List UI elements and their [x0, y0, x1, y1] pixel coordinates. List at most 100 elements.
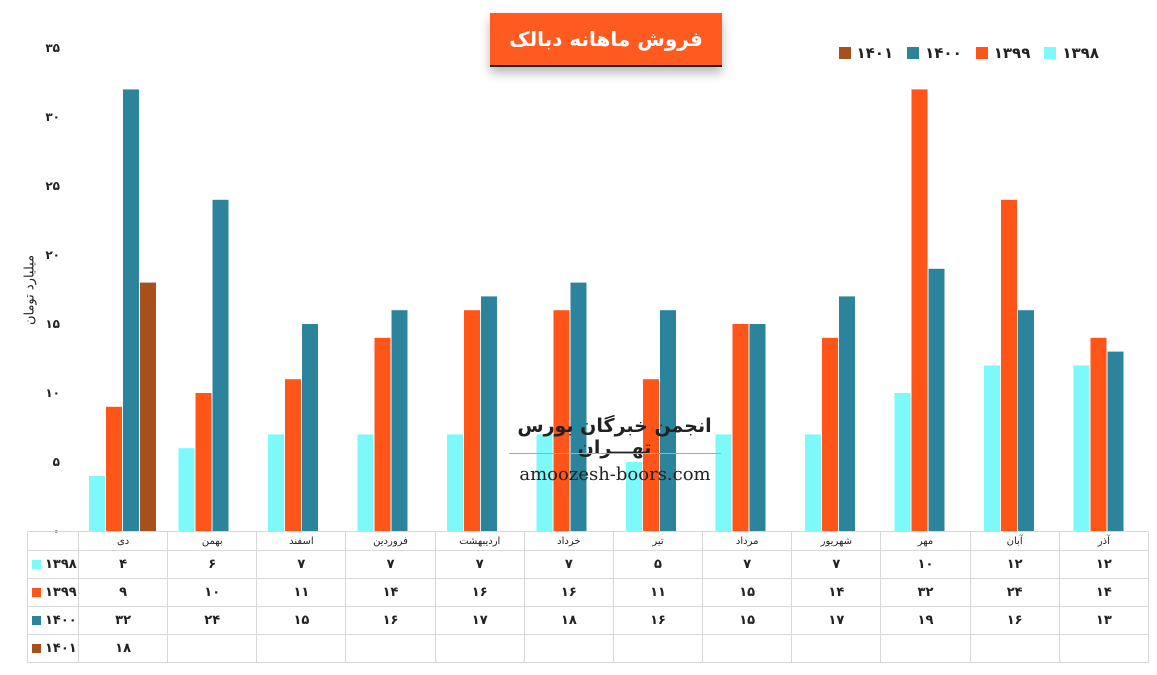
legend-item-1398: ۱۳۹۸: [1044, 44, 1099, 62]
table-cell: ۱۸: [523, 606, 614, 635]
table-cell: ۱۴: [1058, 578, 1150, 607]
table-cell: ۱۲: [1058, 550, 1150, 579]
series-swatch: [32, 588, 41, 597]
data-table: دی بهمن اسفند فروردین اردیبهشت خرداد تیر مرداد ش…: [27, 531, 1150, 663]
bar: [1090, 337, 1107, 531]
table-cell: ۳۲: [77, 606, 169, 635]
table-cell: ۱۹: [880, 606, 971, 635]
chart-title-box: فروش ماهانه دبالک: [490, 13, 722, 67]
bar: [447, 434, 463, 531]
table-cell: ۱۰: [880, 550, 971, 579]
bar: [911, 89, 928, 532]
legend-label: ۱۳۹۹: [993, 44, 1031, 62]
series-swatch: [32, 644, 41, 653]
series-row-label: ۱۴۰۰: [27, 606, 79, 635]
table-cell: ۷: [702, 550, 793, 579]
bar: [481, 296, 497, 531]
category-label: اسفند: [256, 531, 347, 551]
category-label: بهمن: [167, 531, 258, 551]
series-swatch: [32, 560, 41, 569]
table-cell: [256, 634, 347, 663]
table-cell: ۱۶: [345, 606, 436, 635]
legend-label: ۱۴۰۰: [925, 44, 962, 62]
bar: [1001, 199, 1017, 532]
table-cell: ۶: [167, 550, 258, 579]
table-cell: ۱۳: [1058, 606, 1150, 635]
y-tick-label: ۳۰: [45, 110, 60, 124]
y-tick-label: ۳۵: [45, 41, 60, 55]
legend-swatch: [907, 47, 920, 59]
table-cell: [523, 634, 614, 663]
bar: [302, 324, 318, 531]
y-tick-label: ۲۵: [45, 179, 60, 193]
y-tick-label: ۵: [53, 455, 60, 469]
bar: [106, 406, 122, 531]
table-cell: ۱۰: [167, 578, 258, 607]
bar: [89, 475, 105, 531]
table-cell: ۱۴: [791, 578, 882, 607]
bar: [285, 379, 301, 531]
table-cell: ۷: [434, 550, 525, 579]
bar: [984, 365, 1000, 531]
table-cell: [167, 634, 258, 663]
legend-swatch: [838, 47, 851, 59]
legend-item-1400: ۱۴۰۰: [907, 44, 962, 62]
table-row: ۱۴۰۱ ۱۸: [27, 634, 1150, 663]
table-cell: [345, 634, 436, 663]
bar: [1018, 310, 1034, 531]
table-cell: ۱۴: [345, 578, 436, 607]
bar: [464, 310, 480, 531]
bar: [626, 462, 642, 531]
bar: [749, 324, 766, 531]
bar: [570, 282, 587, 531]
table-cell: ۷: [256, 550, 347, 579]
bar: [195, 393, 212, 531]
table-cell: ۱۶: [969, 606, 1060, 635]
chart-title: فروش ماهانه دبالک: [509, 27, 703, 51]
table-cell: ۳۲: [880, 578, 971, 607]
table-cell: [1058, 634, 1150, 663]
legend-swatch: [975, 47, 988, 59]
table-corner: [27, 531, 79, 551]
category-label: آذر: [1058, 531, 1150, 551]
table-cell: ۱۸: [77, 634, 169, 663]
bar: [391, 310, 408, 531]
legend: ۱۳۹۸ ۱۳۹۹ ۱۴۰۰ ۱۴۰۱: [838, 44, 1099, 62]
series-name: ۱۳۹۹: [45, 585, 77, 600]
category-label: خرداد: [523, 531, 614, 551]
table-cell: ۷: [345, 550, 436, 579]
table-cell: ۷: [523, 550, 614, 579]
table-row: ۱۳۹۹ ۹ ۱۰ ۱۱ ۱۴ ۱۶ ۱۶ ۱۱ ۱۵ ۱۴ ۳۲ ۲۴ ۱۴: [27, 578, 1150, 607]
table-cell: ۴: [77, 550, 169, 579]
table-cell: [791, 634, 882, 663]
category-label: اردیبهشت: [434, 531, 525, 551]
category-label: مهر: [880, 531, 971, 551]
table-cell: ۱۶: [434, 578, 525, 607]
category-label: فروردین: [345, 531, 436, 551]
bar: [123, 89, 139, 532]
bar: [536, 434, 553, 531]
bar: [357, 434, 374, 531]
table-cell: ۱۱: [256, 578, 347, 607]
table-cell: ۱۷: [791, 606, 882, 635]
series-row-label: ۱۳۹۹: [27, 578, 79, 607]
bar: [1107, 351, 1124, 531]
table-cell: ۵: [612, 550, 704, 579]
bar: [1073, 365, 1090, 531]
table-cell: [880, 634, 971, 663]
bar: [839, 296, 855, 531]
bar: [374, 337, 391, 531]
y-tick-label: ۱۰: [45, 386, 60, 400]
table-cell: [612, 634, 704, 663]
watermark-url: amoozesh-boors.com: [519, 464, 711, 485]
category-label: مرداد: [702, 531, 793, 551]
bar: [660, 310, 676, 531]
bar: [553, 310, 570, 531]
y-tick-label: ۱۵: [45, 317, 60, 331]
category-label: تیر: [612, 531, 704, 551]
table-row: ۱۳۹۸ ۴ ۶ ۷ ۷ ۷ ۷ ۵ ۷ ۷ ۱۰ ۱۲ ۱۲: [27, 550, 1150, 579]
bar: [643, 379, 659, 531]
category-label: شهریور: [791, 531, 882, 551]
legend-item-1399: ۱۳۹۹: [975, 44, 1031, 62]
table-cell: [702, 634, 793, 663]
